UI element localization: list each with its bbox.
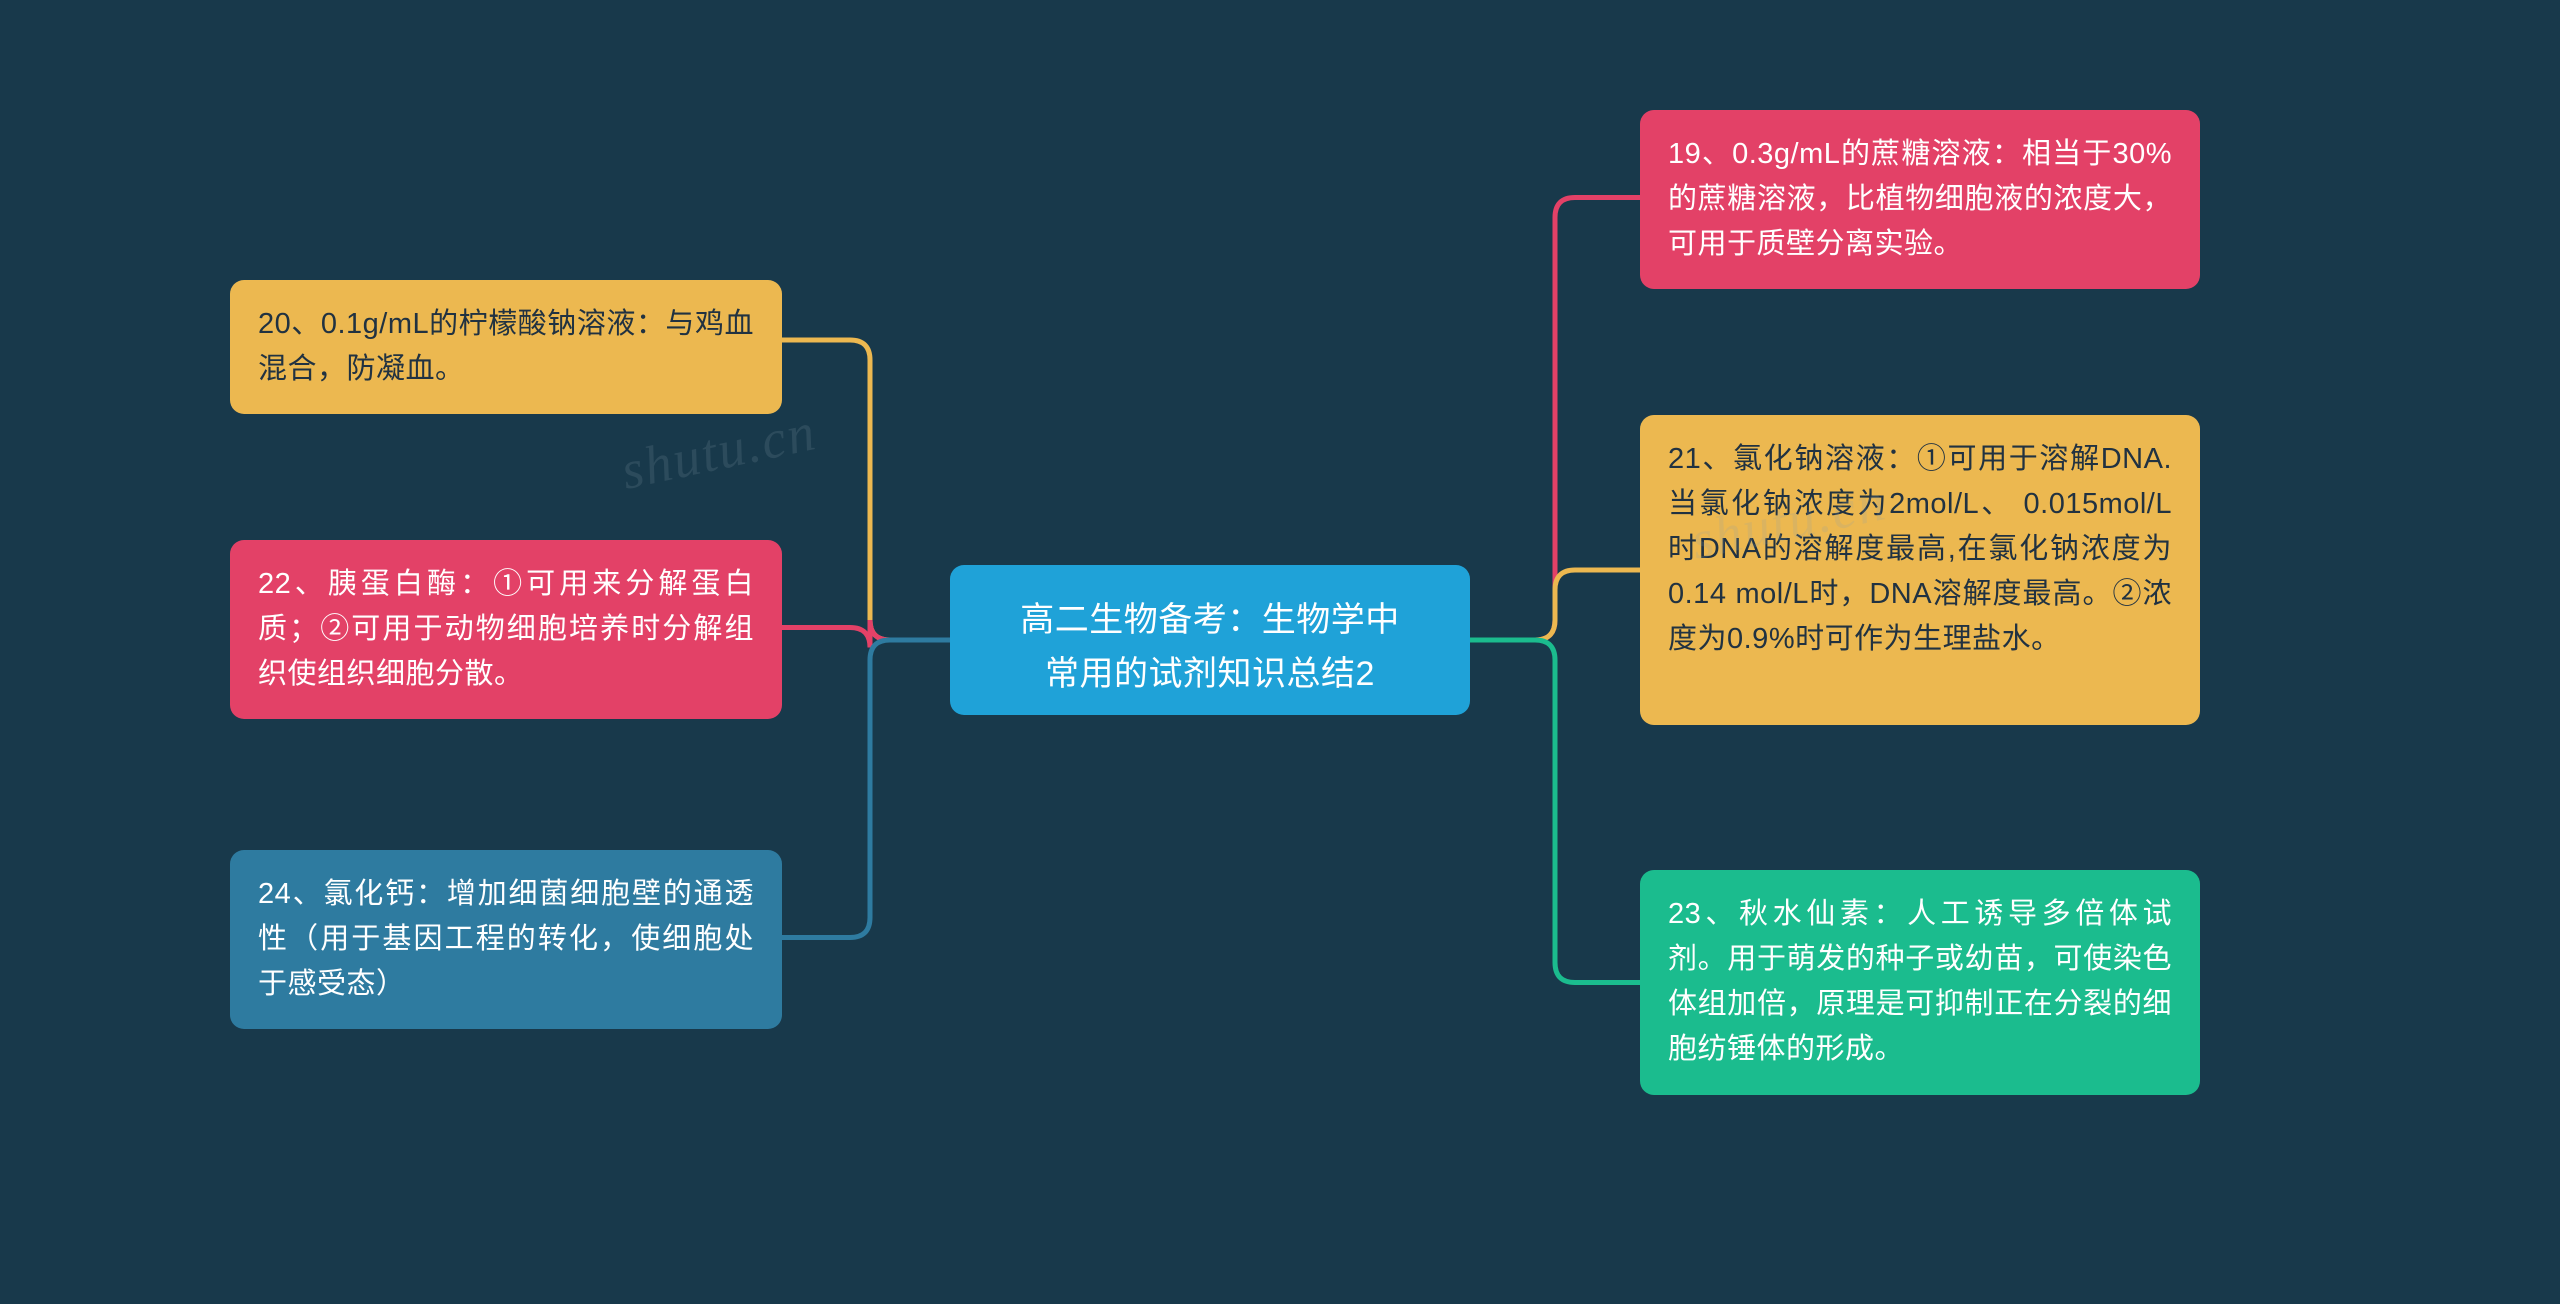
branch-node-text: 20、0.1g/mL的柠檬酸钠溶液：与鸡血混合，防凝血。 <box>258 308 754 385</box>
connector-path <box>782 640 950 938</box>
branch-node-text: 21、氯化钠溶液：①可用于溶解DNA.当氯化钠浓度为2mol/L、 0.015m… <box>1668 443 2172 655</box>
connector-path <box>1470 198 1640 641</box>
branch-node-n23: 23、秋水仙素：人工诱导多倍体试剂。用于萌发的种子或幼苗，可使染色体组加倍，原理… <box>1640 870 2200 1095</box>
center-line2: 常用的试剂知识总结2 <box>984 647 1436 701</box>
center-line1: 高二生物备考：生物学中 <box>984 593 1436 647</box>
branch-node-n22: 22、胰蛋白酶：①可用来分解蛋白质；②可用于动物细胞培养时分解组织使组织细胞分散… <box>230 540 782 719</box>
branch-node-n24: 24、氯化钙：增加细菌细胞壁的通透性（用于基因工程的转化，使细胞处于感受态） <box>230 850 782 1029</box>
connector-path <box>1470 640 1640 983</box>
branch-node-n19: 19、0.3g/mL的蔗糖溶液：相当于30%的蔗糖溶液，比植物细胞液的浓度大，可… <box>1640 110 2200 289</box>
connector-path <box>1470 570 1640 640</box>
connector-path <box>782 620 950 648</box>
watermark: shutu.cn <box>616 400 822 502</box>
connector-path <box>782 340 950 640</box>
branch-node-text: 22、胰蛋白酶：①可用来分解蛋白质；②可用于动物细胞培养时分解组织使组织细胞分散… <box>258 568 754 690</box>
branch-node-text: 24、氯化钙：增加细菌细胞壁的通透性（用于基因工程的转化，使细胞处于感受态） <box>258 878 754 1000</box>
center-node: 高二生物备考：生物学中 常用的试剂知识总结2 <box>950 565 1470 715</box>
branch-node-text: 23、秋水仙素：人工诱导多倍体试剂。用于萌发的种子或幼苗，可使染色体组加倍，原理… <box>1668 898 2172 1065</box>
branch-node-text: 19、0.3g/mL的蔗糖溶液：相当于30%的蔗糖溶液，比植物细胞液的浓度大，可… <box>1668 138 2172 260</box>
branch-node-n21: 21、氯化钠溶液：①可用于溶解DNA.当氯化钠浓度为2mol/L、 0.015m… <box>1640 415 2200 725</box>
branch-node-n20: 20、0.1g/mL的柠檬酸钠溶液：与鸡血混合，防凝血。 <box>230 280 782 414</box>
